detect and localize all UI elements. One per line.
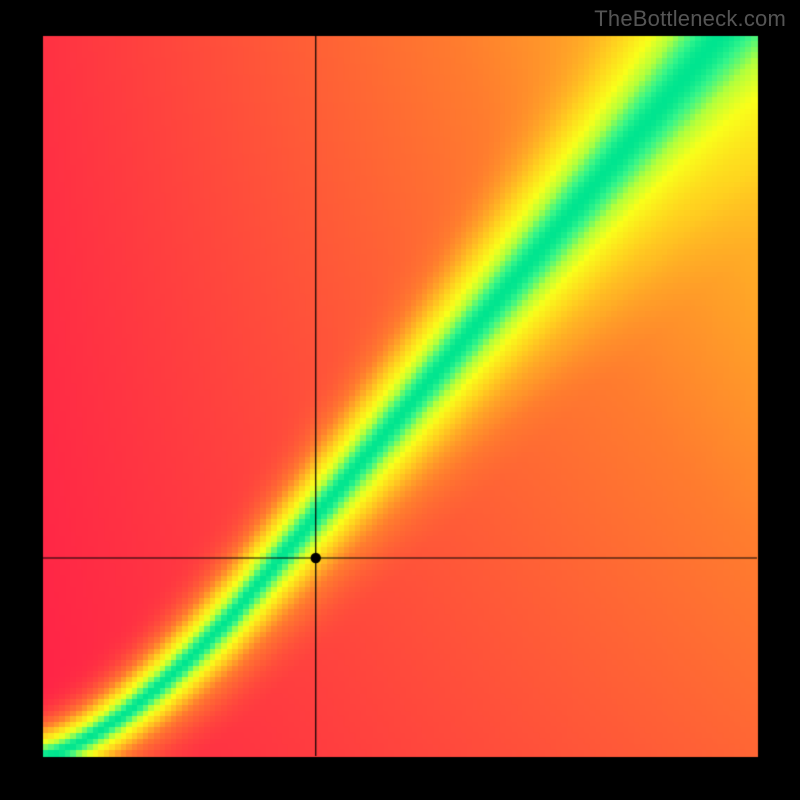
watermark-text: TheBottleneck.com bbox=[594, 6, 786, 32]
figure-root: TheBottleneck.com bbox=[0, 0, 800, 800]
bottleneck-heatmap bbox=[0, 0, 800, 800]
